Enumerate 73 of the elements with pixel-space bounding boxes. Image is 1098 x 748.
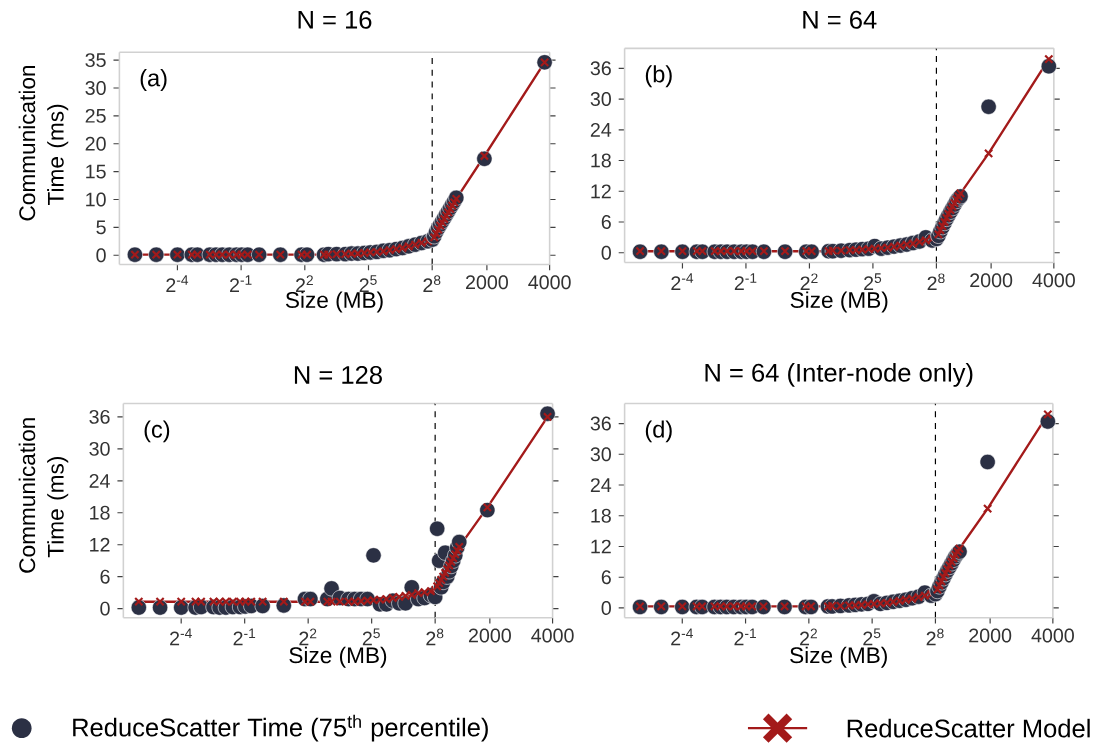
y-tick-label: 6: [601, 570, 611, 585]
x-tick-label: 2$^{5}$: [362, 628, 380, 646]
x-tick-label: 2000: [468, 628, 511, 643]
x-tick-label: 2$^{2}$: [299, 628, 317, 646]
y-tick-label: 18: [90, 505, 110, 520]
y-tick-label: 36: [590, 416, 611, 431]
x-tick-label: 2$^{5}$: [359, 275, 377, 292]
x-tick-label: 2$^{5}$: [863, 628, 881, 646]
x-tick-label: 2$^{8}$: [926, 628, 944, 646]
chart-title: N = 64 (Inter-node only): [705, 362, 973, 387]
x-axis-title: Size (MB): [285, 291, 383, 313]
y-tick-label: 36: [590, 61, 611, 76]
y-axis-title: Communication Time (ms): [18, 418, 69, 573]
x-tick-label: 2$^{-1}$: [230, 275, 252, 292]
y-tick-label: 12: [90, 537, 110, 552]
x-tick-label: 2$^{8}$: [423, 275, 441, 292]
y-tick-label: 24: [590, 478, 612, 492]
y-tick-label: 18: [591, 508, 611, 523]
y-tick-label: 18: [591, 153, 611, 168]
chart-title: N = 16: [298, 10, 372, 29]
y-tick-label: 0: [96, 248, 106, 263]
x-tick-label: 2000: [466, 275, 508, 290]
x-tick-label: 4000: [528, 275, 571, 290]
chart-title: N = 128: [294, 365, 382, 384]
x-tick-label: 2$^{5}$: [864, 273, 882, 290]
x-tick-label: 2$^{8}$: [426, 628, 444, 646]
y-tick-label: 6: [601, 214, 611, 229]
y-tick-label: 30: [85, 80, 106, 95]
x-tick-label: 2000: [969, 628, 1012, 643]
y-tick-label: 12: [591, 539, 611, 554]
y-tick-label: 30: [590, 447, 611, 462]
x-tick-label: 2$^{8}$: [927, 273, 945, 291]
x-tick-label: 2$^{-1}$: [233, 628, 256, 646]
y-tick-label: 0: [601, 600, 611, 615]
annotation: (c): [144, 420, 170, 443]
annotation: (d): [645, 420, 672, 443]
x-tick-label: 2$^{2}$: [296, 275, 313, 292]
x-axis-title: Size (MB): [790, 291, 888, 313]
x-tick-label: 4000: [1032, 273, 1075, 288]
chart-title: N = 64: [803, 10, 877, 29]
legend-label: ReduceScatter Model: [847, 718, 1090, 738]
y-tick-label: 6: [100, 569, 110, 584]
y-tick-label: 25: [85, 108, 106, 123]
x-tick-label: 2$^{-1}$: [734, 628, 756, 646]
annotation: (b): [645, 65, 672, 88]
y-tick-label: 36: [89, 409, 110, 424]
y-tick-label: 30: [89, 441, 110, 456]
y-tick-label: 0: [601, 245, 611, 260]
y-tick-label: 24: [590, 122, 612, 137]
x-tick-label: 2$^{-4}$: [170, 628, 192, 646]
x-tick-label: 2$^{-4}$: [671, 273, 694, 290]
x-tick-label: 2$^{-1}$: [734, 273, 757, 290]
x-axis-title: Size (MB): [790, 646, 887, 668]
y-tick-label: 12: [591, 184, 611, 199]
x-tick-label: 4000: [531, 628, 574, 643]
y-axis-title: Communication Time (ms): [18, 65, 69, 221]
y-tick-label: 30: [590, 92, 611, 106]
y-tick-label: 5: [96, 220, 106, 235]
y-tick-label: 20: [85, 136, 106, 151]
x-tick-label: 2$^{-4}$: [166, 275, 189, 292]
y-tick-label: 35: [85, 53, 106, 67]
legend-label: ReduceScatter Time (75$^{th}$ percentile): [73, 714, 488, 742]
annotation: (a): [140, 69, 167, 91]
x-tick-label: 2$^{2}$: [800, 273, 818, 291]
x-tick-label: 2$^{2}$: [800, 628, 817, 646]
y-tick-label: 0: [100, 601, 110, 616]
y-tick-label: 24: [89, 473, 110, 488]
x-axis-title: Size (MB): [289, 646, 387, 668]
x-tick-label: 4000: [1031, 628, 1074, 643]
x-tick-label: 2$^{-4}$: [671, 628, 693, 646]
x-tick-label: 2000: [970, 273, 1013, 288]
y-tick-label: 15: [86, 164, 106, 179]
y-tick-label: 10: [86, 192, 106, 207]
